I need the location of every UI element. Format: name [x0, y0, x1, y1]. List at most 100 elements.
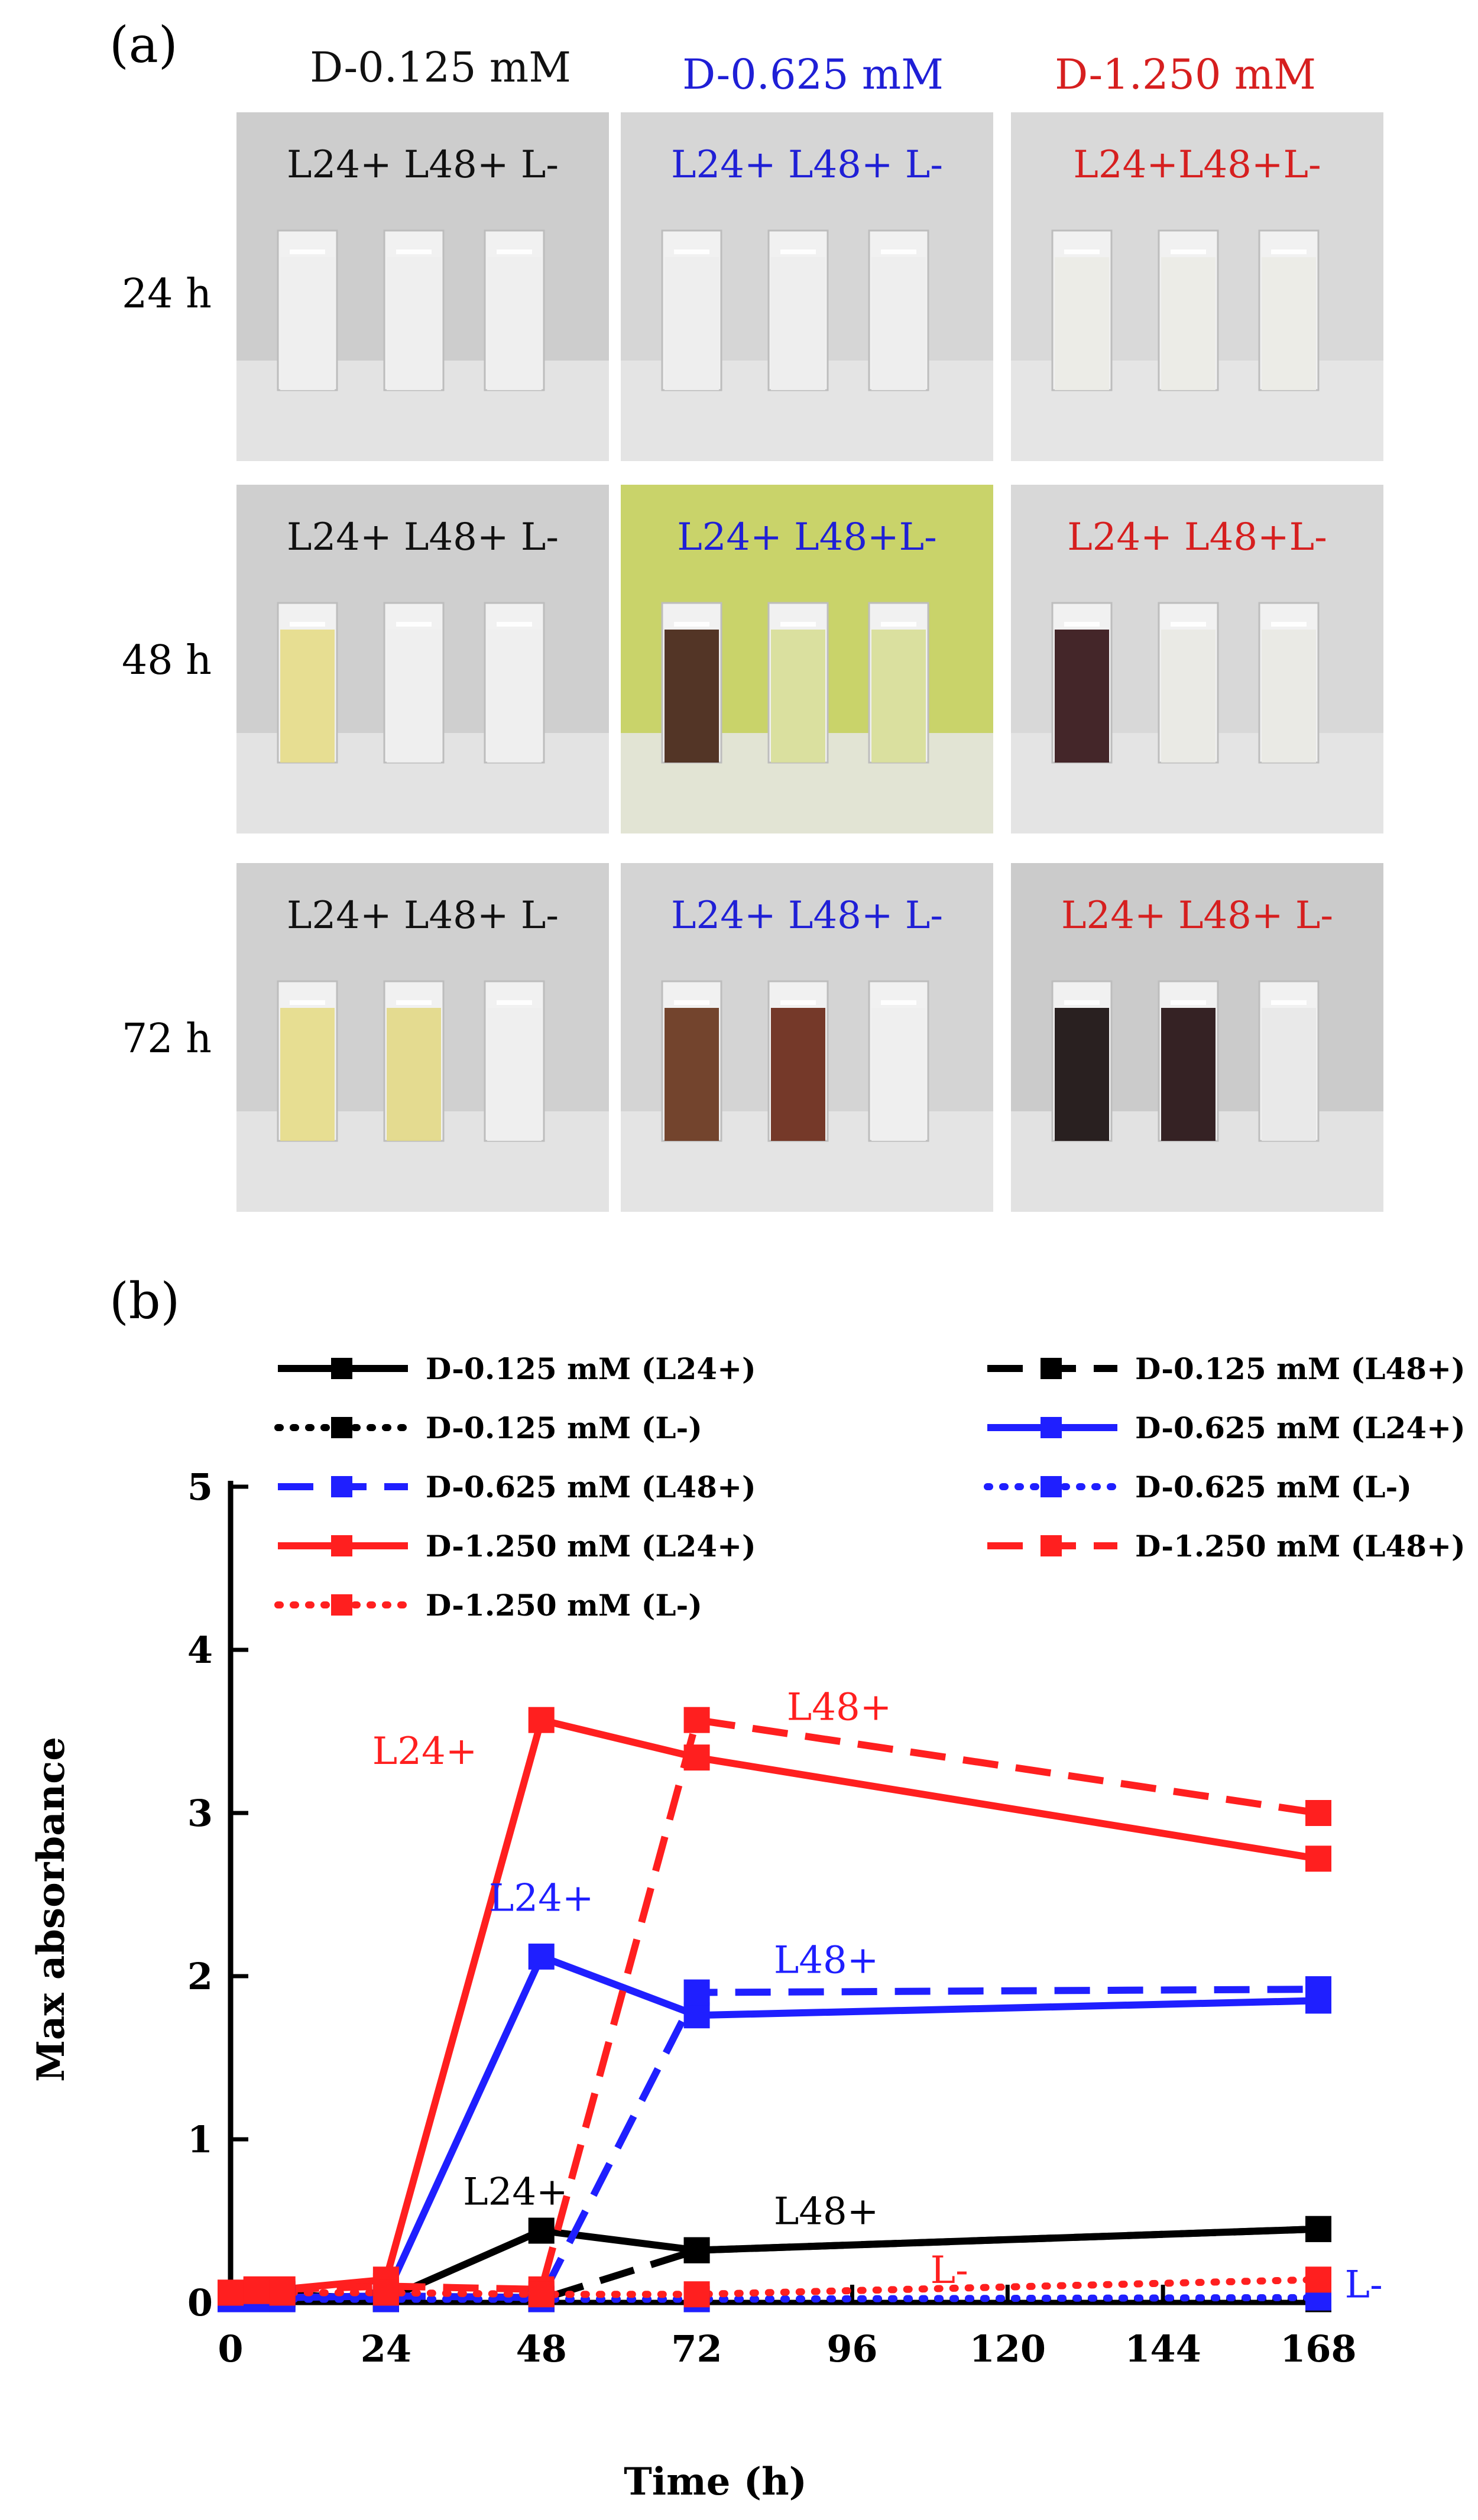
data-point-marker [1305, 2266, 1331, 2293]
column-title-2: D-0.625 mM [682, 50, 944, 99]
cuvette-solution [1262, 257, 1316, 390]
cell-label: L24+ L48+L- [677, 515, 937, 559]
x-tick-label: 168 [1280, 2327, 1356, 2370]
cell-label: L24+ L48+ L- [287, 143, 559, 187]
legend-entry: D-0.125 mM (L-) [426, 1410, 702, 1445]
cuvette-solution [1055, 1008, 1109, 1141]
data-point-marker [1305, 1800, 1331, 1826]
meniscus-highlight [396, 622, 432, 627]
series-annotation: L- [931, 2249, 968, 2292]
cuvette-solution [771, 630, 825, 763]
column-title-3: D-1.250 mM [1055, 50, 1316, 99]
legend-marker [1041, 1535, 1062, 1556]
photo-cell-r2-c2: L24+ L48+L- [621, 485, 993, 833]
data-point-marker [218, 2279, 244, 2306]
cuvette-solution [487, 257, 542, 390]
line-chart-b: (b) D-0.125 mM (L24+) D-0.125 mM (L48+) D-… [29, 1272, 1466, 2504]
legend-marker [331, 1417, 352, 1438]
meniscus-highlight [674, 249, 709, 254]
data-point-marker [1305, 1846, 1331, 1872]
photo-cell-r2-c3: L24+ L48+L- [1011, 485, 1383, 833]
meniscus-highlight [1064, 249, 1100, 254]
photo-cell-r2-c1: L24+ L48+ L- [236, 485, 609, 833]
cuvette-solution [487, 1008, 542, 1141]
x-tick-label: 96 [826, 2327, 877, 2370]
data-point-marker [683, 1707, 710, 1733]
row-label-72h: 72 h [122, 1016, 212, 1062]
cell-label: L24+ L48+ L- [287, 894, 559, 938]
data-point-marker [528, 2217, 555, 2244]
meniscus-highlight [1271, 1000, 1307, 1005]
data-point-marker [269, 2279, 296, 2306]
cell-label: L24+ L48+ L- [671, 143, 943, 187]
meniscus-highlight [881, 249, 916, 254]
data-point-marker [683, 1979, 710, 2006]
meniscus-highlight [1271, 622, 1307, 627]
meniscus-highlight [1064, 622, 1100, 627]
meniscus-highlight [1171, 622, 1206, 627]
data-point-marker [683, 2281, 710, 2308]
y-axis-label: Max absorbance [29, 1737, 73, 2082]
legend-marker [1041, 1417, 1062, 1438]
cuvette-solution [665, 630, 719, 763]
y-tick-label: 3 [187, 1792, 213, 1835]
series-annotation: L- [1345, 2263, 1383, 2307]
series-annotation: L48+ [787, 1686, 892, 1730]
cuvette-solution [1262, 630, 1316, 763]
data-point-marker [683, 2237, 710, 2263]
data-point-marker [683, 1744, 710, 1771]
series-annotation: L48+ [774, 2190, 879, 2234]
data-point-marker [683, 2002, 710, 2029]
photo-cell-r1-c3: L24+L48+L- [1011, 112, 1383, 461]
legend-marker [331, 1476, 352, 1497]
x-tick-label: 24 [361, 2327, 411, 2370]
cuvette-solution [387, 257, 441, 390]
legend-marker [1041, 1476, 1062, 1497]
row-label-24h: 24 h [122, 271, 212, 317]
cuvette-solution [280, 1008, 335, 1141]
meniscus-highlight [674, 622, 709, 627]
data-point-marker [528, 1943, 555, 1970]
cuvette-solution [1161, 1008, 1216, 1141]
cuvette-solution [1055, 630, 1109, 763]
meniscus-highlight [396, 249, 432, 254]
series-annotation: L48+ [774, 1938, 879, 1982]
legend-marker [331, 1535, 352, 1556]
meniscus-highlight [1064, 1000, 1100, 1005]
cuvette-solution [487, 630, 542, 763]
meniscus-highlight [1171, 1000, 1206, 1005]
legend-entry: D-1.250 mM (L-) [426, 1588, 702, 1623]
cuvette-solution [871, 257, 926, 390]
cell-label: L24+ L48+ L- [1061, 894, 1333, 938]
cuvette-solution [1161, 630, 1216, 763]
cell-label: L24+ L48+L- [1067, 515, 1327, 559]
meniscus-highlight [497, 249, 532, 254]
panel-a-label: (a) [109, 16, 178, 74]
legend-entry: D-1.250 mM (L48+) [1135, 1529, 1466, 1564]
legend-entry: D-0.625 mM (L48+) [426, 1470, 756, 1504]
x-tick-label: 120 [970, 2327, 1046, 2370]
legend-entry: D-0.125 mM (L24+) [426, 1351, 756, 1386]
legend-marker [331, 1358, 352, 1379]
panel-b-label: (b) [109, 1272, 180, 1330]
x-tick-label: 144 [1124, 2327, 1201, 2370]
meniscus-highlight [290, 249, 325, 254]
photo-cell-r1-c1: L24+ L48+ L- [236, 112, 609, 461]
cuvette-solution [771, 1008, 825, 1141]
data-point-marker [1305, 2216, 1331, 2242]
data-point-marker [528, 2281, 555, 2308]
meniscus-highlight [674, 1000, 709, 1005]
meniscus-highlight [497, 622, 532, 627]
legend-entry: D-0.625 mM (L24+) [1135, 1410, 1466, 1445]
legend-marker [331, 1594, 352, 1616]
y-tick-label: 0 [187, 2281, 213, 2324]
meniscus-highlight [1271, 249, 1307, 254]
meniscus-highlight [780, 1000, 816, 1005]
cuvette-solution [280, 257, 335, 390]
x-axis-label: Time (h) [624, 2460, 807, 2504]
photo-cell-r3-c3: L24+ L48+ L- [1011, 863, 1383, 1212]
meniscus-highlight [497, 1000, 532, 1005]
x-tick-label: 0 [218, 2327, 243, 2370]
cuvette-solution [665, 1008, 719, 1141]
legend-entry: D-1.250 mM (L24+) [426, 1529, 756, 1564]
